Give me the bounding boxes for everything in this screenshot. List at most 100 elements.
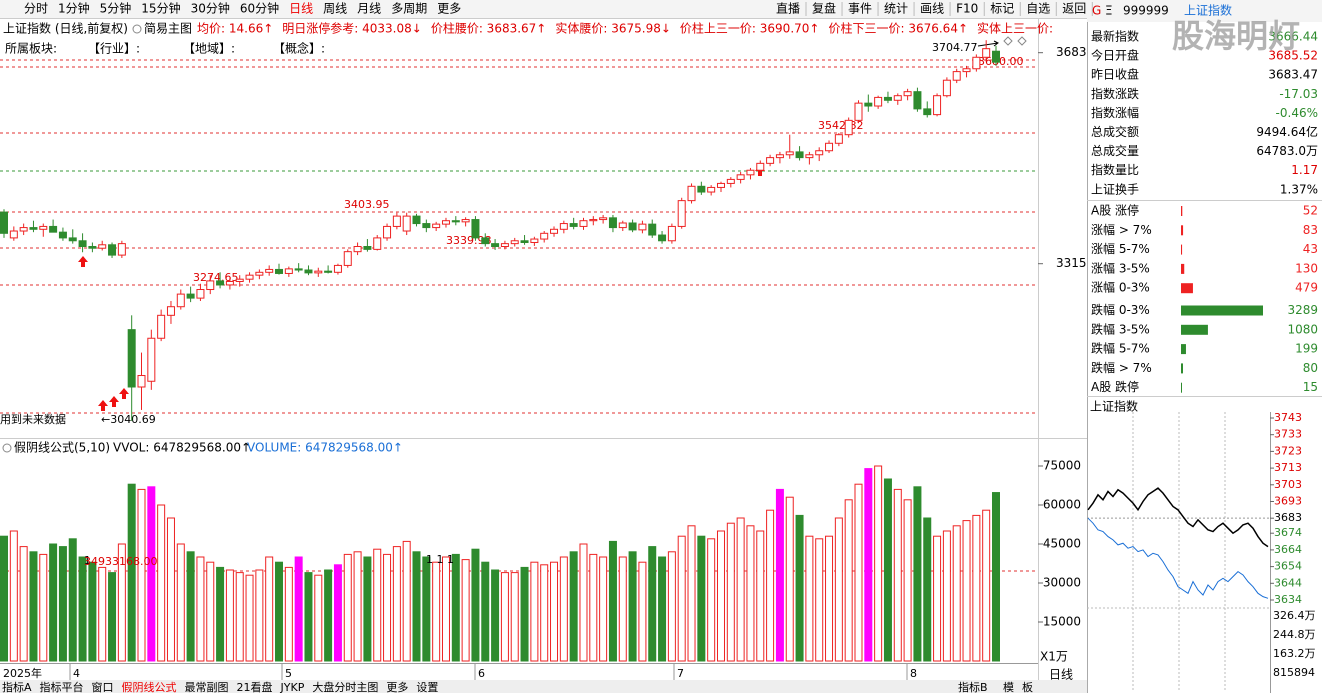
bottom-tabs-bg bbox=[0, 680, 1087, 693]
toolbar-tab[interactable]: 返回 bbox=[1062, 2, 1086, 16]
mode-label[interactable]: 简易主图 bbox=[144, 22, 192, 36]
bottom-tab[interactable]: 指标平台 bbox=[40, 680, 84, 693]
toolbar-tab[interactable]: 复盘 bbox=[812, 1, 836, 16]
volume-bar bbox=[992, 492, 1000, 662]
stat-value: 3683.47 bbox=[1268, 68, 1318, 82]
candle-body bbox=[854, 102, 863, 121]
candle-body bbox=[913, 91, 922, 110]
toolbar-tab[interactable]: 分时 bbox=[24, 2, 48, 16]
candle-body bbox=[363, 246, 372, 250]
toolbar-tab[interactable]: 1分钟 bbox=[58, 1, 90, 16]
toolbar-tab[interactable]: 标记 bbox=[990, 2, 1014, 16]
toolbar-tab[interactable]: 日线 bbox=[289, 2, 313, 16]
info-item: 明日涨停参考: 4033.08↓ bbox=[282, 21, 422, 36]
bottom-tab[interactable]: 21看盘 bbox=[237, 680, 273, 693]
toolbar-tab[interactable]: 统计 bbox=[884, 2, 908, 16]
candle-body bbox=[992, 50, 1000, 63]
volume-bar bbox=[196, 556, 205, 662]
volume-bar bbox=[726, 522, 735, 662]
toolbar-tab[interactable]: 多周期 bbox=[391, 2, 427, 16]
candle-body bbox=[206, 280, 215, 291]
toolbar-tab[interactable]: 5分钟 bbox=[100, 1, 132, 16]
toolbar-tab[interactable]: 事件 bbox=[848, 2, 872, 16]
toolbar-tab[interactable]: 周线 bbox=[323, 2, 347, 16]
bottom-tab[interactable]: 大盘分时主图 bbox=[312, 680, 378, 693]
candle-body bbox=[638, 223, 647, 231]
breadth-bar bbox=[1181, 305, 1263, 316]
volume-bar bbox=[314, 574, 323, 662]
bottom-tab[interactable]: 设置 bbox=[416, 681, 438, 693]
breadth-label: 跌幅 5-7% bbox=[1091, 341, 1150, 356]
candle-body bbox=[893, 95, 902, 101]
candle-body bbox=[589, 219, 598, 222]
candle-body bbox=[225, 280, 234, 286]
candle-body bbox=[697, 185, 706, 193]
volume-bar bbox=[825, 535, 834, 662]
bottom-tab[interactable]: 更多 bbox=[386, 680, 408, 693]
toolbar-tab[interactable]: 60分钟 bbox=[240, 1, 279, 16]
bottom-tab[interactable]: 指标A bbox=[2, 680, 32, 693]
panel-code: 999999 bbox=[1123, 4, 1169, 18]
toolbar-tab[interactable]: 画线 bbox=[920, 2, 944, 16]
date-label: 8 bbox=[910, 667, 917, 680]
bottom-tab[interactable]: 指标B bbox=[958, 680, 988, 693]
candle-body bbox=[343, 251, 352, 266]
volume-bar bbox=[441, 556, 450, 662]
toolbar-tab[interactable]: 月线 bbox=[357, 2, 381, 16]
bottom-tab[interactable]: 窗口 bbox=[92, 680, 114, 693]
watermark: 股海明灯 bbox=[1172, 17, 1300, 55]
toolbar-tab[interactable]: 15分钟 bbox=[141, 1, 180, 16]
stat-value: 1.17 bbox=[1291, 163, 1318, 177]
y-tick-label: 3683 bbox=[1274, 511, 1302, 524]
y-tick-label: 3723 bbox=[1274, 444, 1302, 457]
y-tick-label: 3733 bbox=[1274, 428, 1302, 441]
bottom-tab[interactable]: 模 bbox=[1003, 681, 1014, 693]
y-tick-label: 15000 bbox=[1043, 615, 1081, 629]
candle-body bbox=[422, 223, 431, 229]
candle-body bbox=[520, 240, 529, 243]
bottom-tab[interactable]: 最常副图 bbox=[185, 681, 229, 693]
toolbar-tab[interactable]: 自选 bbox=[1026, 2, 1050, 16]
breadth-value: 15 bbox=[1303, 380, 1318, 394]
candle-body bbox=[383, 225, 392, 239]
volume-bar bbox=[451, 553, 460, 662]
volume-bar bbox=[913, 486, 922, 662]
volume-bar bbox=[284, 566, 293, 662]
candle-body bbox=[166, 306, 175, 316]
period-label[interactable]: 日线 bbox=[1049, 668, 1073, 682]
candle-body bbox=[78, 240, 87, 248]
volume-bar bbox=[235, 572, 244, 662]
volume-bar bbox=[883, 478, 892, 662]
volume-bar bbox=[746, 525, 755, 662]
stat-value: -0.46% bbox=[1276, 106, 1318, 120]
volume-bar bbox=[58, 546, 67, 662]
stat-value: 3666.44 bbox=[1268, 30, 1318, 44]
volume-bar bbox=[481, 561, 490, 662]
toggle-icon bbox=[132, 24, 142, 34]
volume-bar bbox=[795, 514, 804, 662]
volume-bar bbox=[687, 525, 696, 662]
volume-bar bbox=[756, 530, 765, 662]
volume-bar bbox=[520, 566, 529, 662]
candle-body bbox=[176, 293, 185, 308]
bottom-tab[interactable]: 假阴线公式 bbox=[122, 680, 177, 693]
vol-tick-label: 815894 bbox=[1273, 666, 1315, 679]
panel-menu[interactable]: Ξ bbox=[1105, 4, 1113, 18]
bottom-tab[interactable]: 板 bbox=[1022, 680, 1033, 693]
stat-label: 最新指数 bbox=[1091, 29, 1139, 44]
breadth-bar bbox=[1181, 283, 1193, 294]
y-tick-label: 3703 bbox=[1274, 478, 1302, 491]
volume-bar bbox=[432, 561, 441, 662]
toolbar-tab[interactable]: 30分钟 bbox=[191, 1, 230, 16]
date-label: 7 bbox=[677, 667, 684, 680]
candle-body bbox=[451, 220, 460, 223]
breadth-label: 跌幅 > 7% bbox=[1091, 360, 1152, 375]
toolbar-tab[interactable]: 更多 bbox=[437, 2, 461, 16]
y-tick-label: 3693 bbox=[1274, 494, 1302, 507]
toolbar-tab[interactable]: F10 bbox=[956, 2, 978, 16]
volume-bar bbox=[903, 499, 912, 662]
breadth-label: 涨幅 > 7% bbox=[1091, 222, 1152, 237]
toolbar-tab[interactable]: 直播 bbox=[776, 2, 800, 16]
bottom-tab[interactable]: JYKP bbox=[280, 681, 305, 693]
volume-bar bbox=[225, 569, 234, 662]
